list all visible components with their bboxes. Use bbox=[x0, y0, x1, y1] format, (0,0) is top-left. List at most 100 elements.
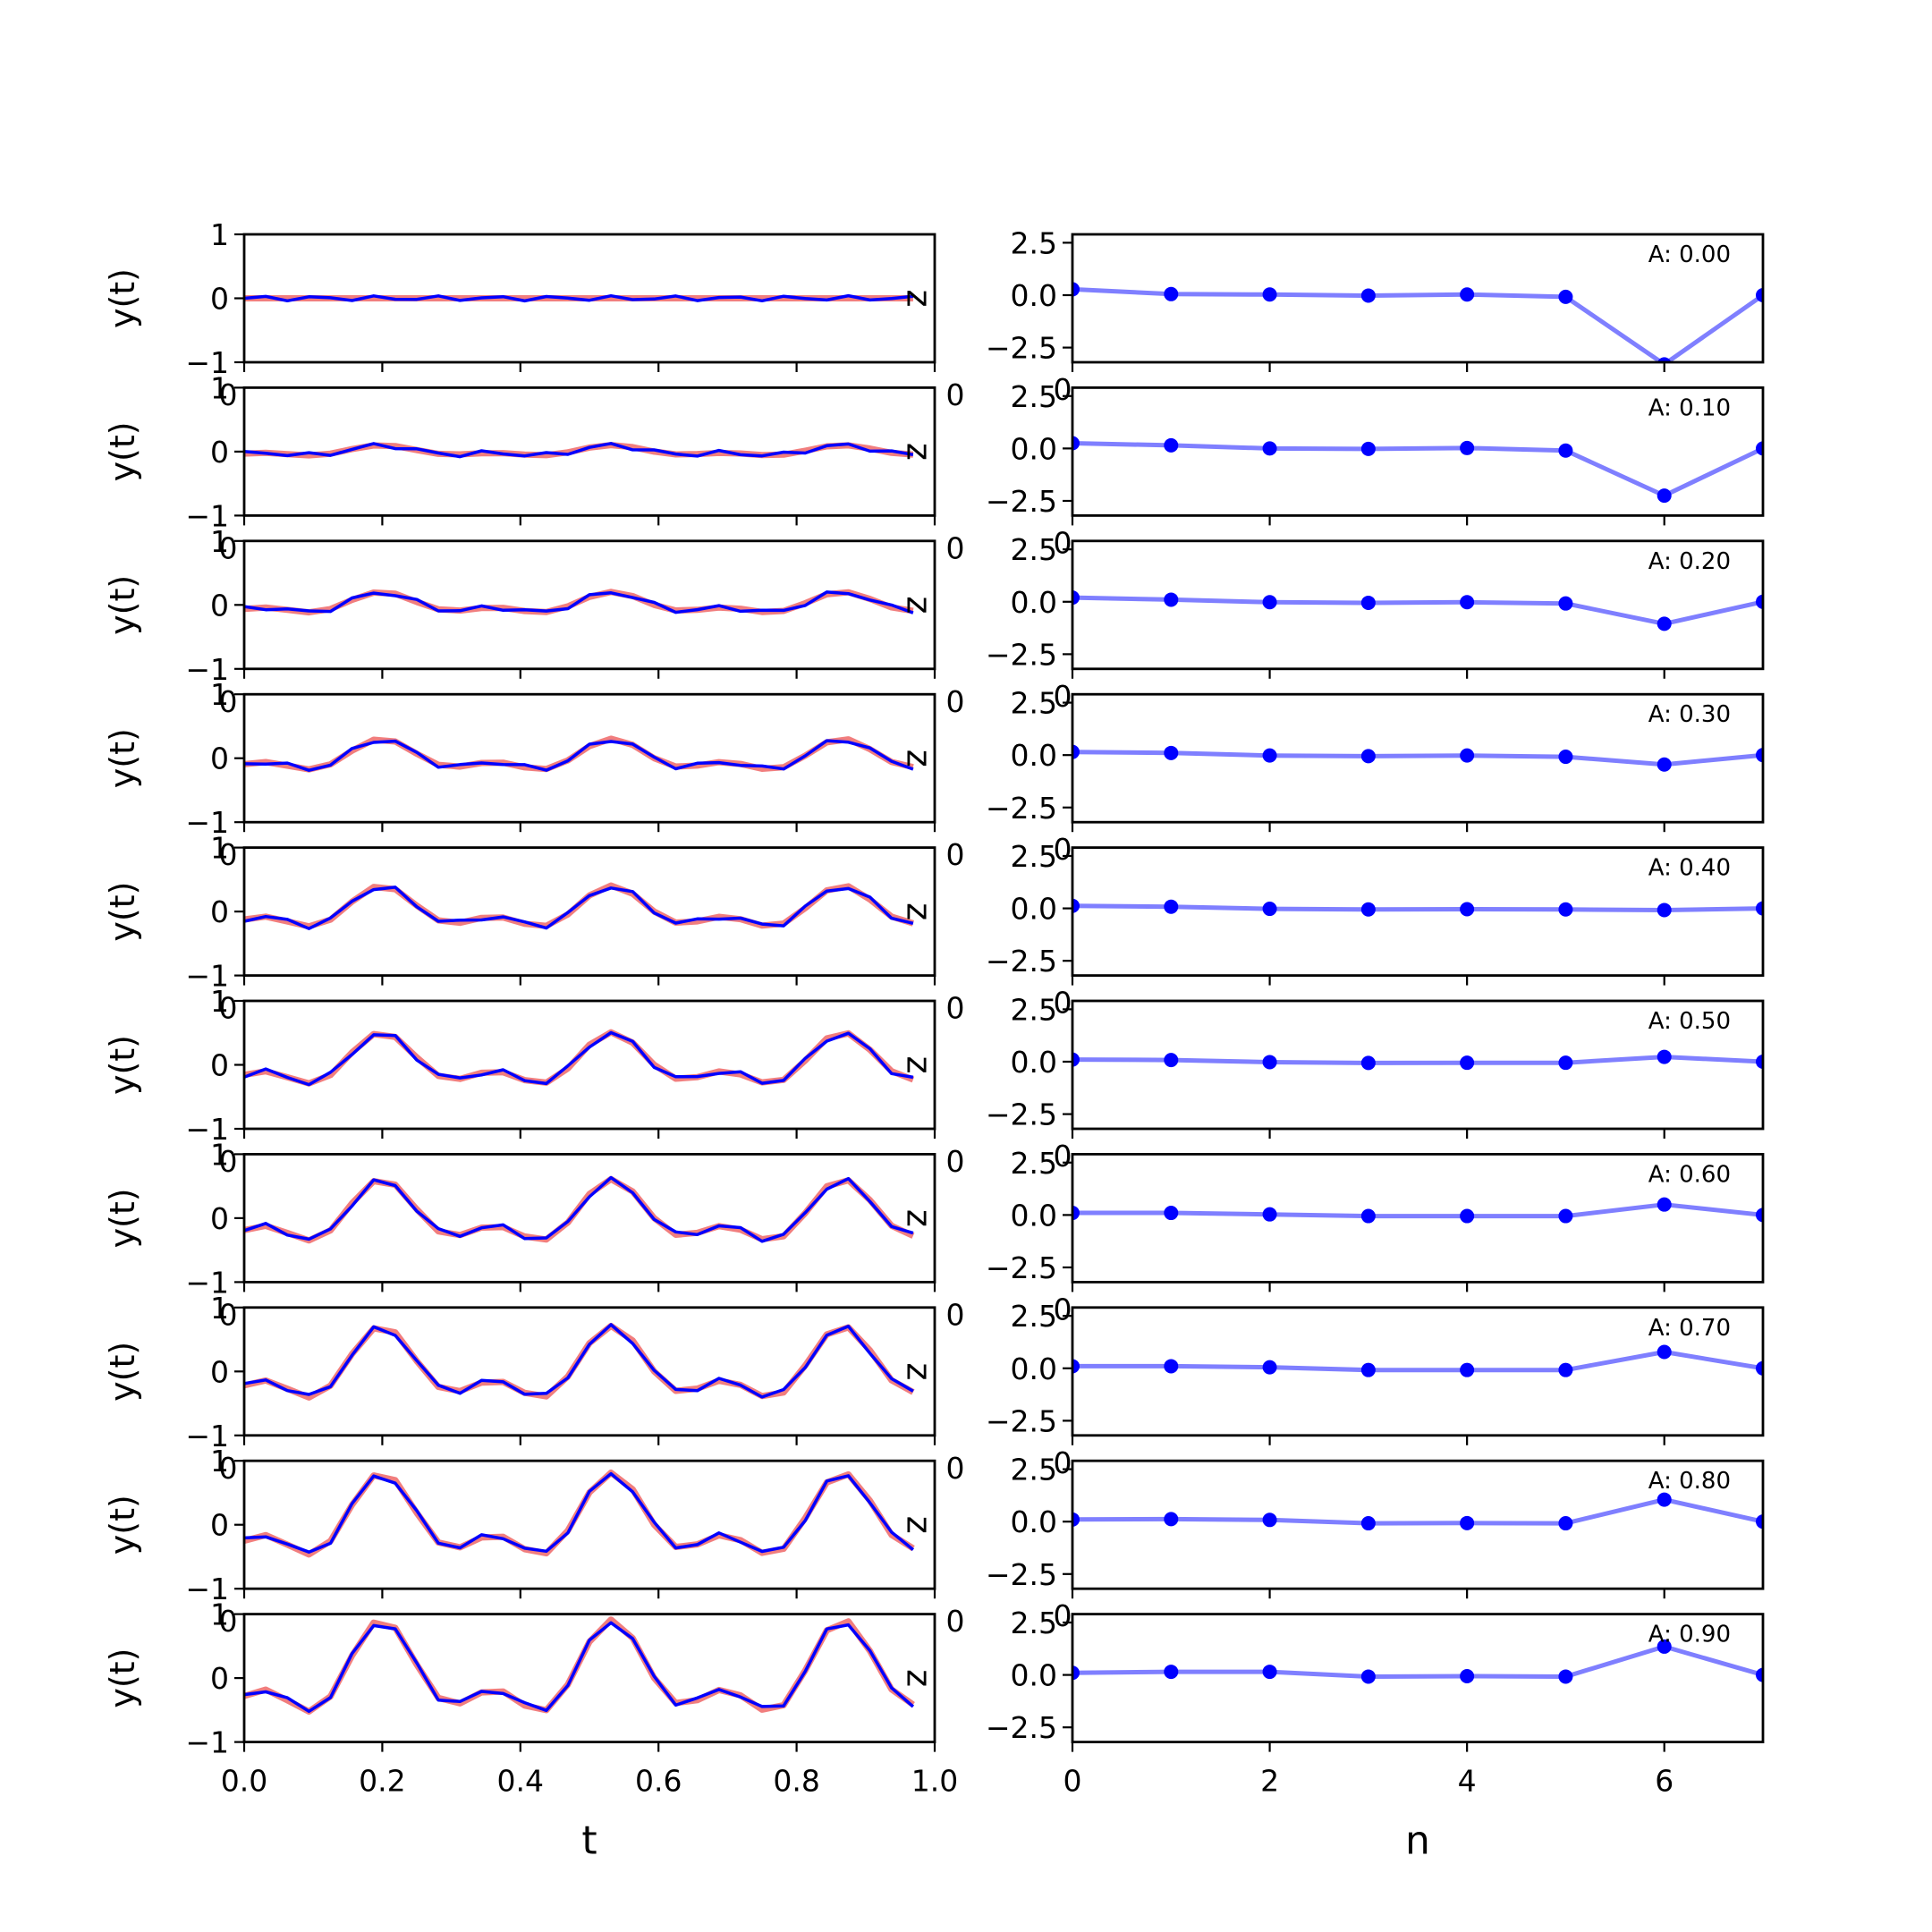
y-tick-label: 0.0 bbox=[1011, 1198, 1057, 1233]
coefficient-point bbox=[1262, 441, 1277, 456]
coefficient-point bbox=[1164, 1053, 1179, 1068]
coefficient-point bbox=[1756, 1360, 1763, 1376]
coefficient-line bbox=[1072, 1497, 1763, 1526]
coefficient-point bbox=[1164, 899, 1179, 914]
coefficient-point bbox=[1756, 1514, 1763, 1530]
coefficient-point bbox=[1360, 1516, 1376, 1531]
signal-curve bbox=[243, 1175, 914, 1243]
coefficient-point bbox=[1558, 1208, 1573, 1224]
y-tick-label: 0.0 bbox=[1011, 738, 1057, 773]
coefficient-panel-1: 2.5 0.0 −2.5 0 A: 0.10 bbox=[986, 379, 1765, 561]
subplot-row-7: 10−1y(t)0 0z2.50.0−2.50A: 0.70 bbox=[103, 1291, 1765, 1486]
coefficient-point bbox=[1072, 436, 1080, 451]
y-tick-label: −2.5 bbox=[986, 331, 1057, 366]
time-panel-1: 10−1y(t)0 0z bbox=[103, 370, 965, 565]
subplot-row-2: 10−1y(t)0 0z2.50.0−2.50A: 0.20 bbox=[103, 524, 1765, 719]
coefficient-panel-0: 2.5 0.0 −2.5 0 A: 0.00 bbox=[986, 225, 1765, 407]
coefficient-panel-frame bbox=[1071, 1459, 1765, 1590]
y-tick-label: −2.5 bbox=[986, 1403, 1057, 1438]
coefficient-point bbox=[1164, 286, 1179, 301]
y-tick-label: 1 bbox=[210, 831, 229, 866]
coefficient-point bbox=[1756, 287, 1763, 302]
coefficient-point bbox=[1460, 1515, 1475, 1530]
edge-marker: z bbox=[900, 1209, 939, 1227]
stray-tick-label: 0 bbox=[1054, 525, 1072, 560]
y-tick-label: −1 bbox=[185, 345, 229, 380]
coefficient-series bbox=[1072, 1197, 1763, 1224]
time-panel-6: 10−1y(t)0 0z bbox=[103, 1137, 965, 1332]
y-tick-label: −2.5 bbox=[986, 484, 1057, 519]
y-axis-label: y(t) bbox=[103, 1342, 142, 1402]
coefficient-point bbox=[1262, 1513, 1277, 1528]
y-tick-label: 1 bbox=[210, 1444, 229, 1479]
coefficient-point bbox=[1657, 357, 1672, 362]
y-tick-label: 0.0 bbox=[1011, 1504, 1057, 1539]
x-tick-label: 0.8 bbox=[773, 1764, 819, 1799]
y-tick-label: −2.5 bbox=[986, 1557, 1057, 1592]
time-panel-7: 10−1y(t)0 0z bbox=[103, 1291, 965, 1486]
coefficient-series bbox=[1072, 1049, 1763, 1071]
y-tick-label: 0.0 bbox=[1011, 1352, 1057, 1386]
coefficient-panel-6: 2.5 0.0 −2.5 0 A: 0.60 bbox=[986, 1146, 1765, 1327]
coefficient-point bbox=[1558, 1669, 1573, 1684]
coefficient-point bbox=[1657, 1049, 1672, 1064]
coefficient-panel-8: 2.5 0.0 −2.5 0 A: 0.80 bbox=[986, 1453, 1765, 1634]
coefficient-point bbox=[1360, 595, 1376, 610]
y-tick-label: 1 bbox=[210, 984, 229, 1019]
stray-tick-label: 0 bbox=[946, 837, 965, 872]
y-axis-label: y(t) bbox=[103, 1495, 142, 1555]
y-tick-label: −1 bbox=[185, 652, 229, 687]
coefficient-panel-frame bbox=[1071, 1153, 1765, 1284]
coefficient-point bbox=[1072, 1359, 1080, 1374]
y-tick-label: 0.0 bbox=[1011, 1045, 1057, 1080]
y-tick-label: 2.5 bbox=[1011, 379, 1057, 414]
x-tick-label: 6 bbox=[1655, 1764, 1674, 1799]
y-tick-label: 1 bbox=[210, 677, 229, 712]
stray-tick-label: 0 bbox=[1054, 372, 1072, 407]
x-tick-label: 2 bbox=[1260, 1764, 1279, 1799]
coefficient-panel-7: 2.5 0.0 −2.5 0 A: 0.70 bbox=[986, 1299, 1765, 1480]
y-tick-label: 2.5 bbox=[1011, 1606, 1057, 1640]
amplitude-annotation: A: 0.10 bbox=[1648, 394, 1731, 421]
x-axis-label-t: t bbox=[581, 1818, 597, 1864]
x-tick-label: 1.0 bbox=[911, 1764, 958, 1799]
coefficient-point bbox=[1460, 1055, 1475, 1071]
y-tick-label: 0.0 bbox=[1011, 278, 1057, 313]
coefficient-point bbox=[1657, 488, 1672, 504]
stray-tick-label: 0 bbox=[946, 530, 965, 565]
edge-marker: z bbox=[900, 1362, 939, 1380]
stray-tick-label: 0 bbox=[946, 377, 965, 412]
coefficient-point bbox=[1756, 1208, 1763, 1223]
edge-marker: z bbox=[900, 750, 939, 767]
coefficient-point bbox=[1657, 616, 1672, 631]
subplot-row-8: 10−1y(t)0 0z2.50.0−2.50A: 0.80 bbox=[103, 1444, 1765, 1639]
coefficient-point bbox=[1756, 594, 1763, 609]
coefficient-point bbox=[1360, 288, 1376, 303]
coefficient-point bbox=[1164, 592, 1179, 607]
y-tick-label: 0.0 bbox=[1011, 892, 1057, 927]
subplot-row-6: 10−1y(t)0 0z2.50.0−2.50A: 0.60 bbox=[103, 1137, 1765, 1332]
coefficient-point bbox=[1072, 1052, 1080, 1067]
x-tick-label: 0.4 bbox=[497, 1764, 544, 1799]
subplot-row-0: 10−1y(t)0 0z2.50.0−2.50A: 0.00 bbox=[103, 217, 1765, 412]
coefficient-point bbox=[1072, 744, 1080, 759]
amplitude-annotation: A: 0.90 bbox=[1648, 1622, 1731, 1648]
coefficient-point bbox=[1262, 902, 1277, 917]
y-tick-label: −1 bbox=[185, 1419, 229, 1453]
stray-tick-label: 0 bbox=[219, 1604, 238, 1639]
y-tick-label: −1 bbox=[185, 1265, 229, 1300]
stray-tick-label: 0 bbox=[1054, 986, 1072, 1021]
coefficient-point bbox=[1072, 1665, 1080, 1681]
y-tick-label: −2.5 bbox=[986, 1250, 1057, 1285]
y-tick-label: 0.0 bbox=[1011, 1658, 1057, 1693]
coefficient-point bbox=[1756, 441, 1763, 456]
coefficient-point bbox=[1756, 901, 1763, 916]
y-tick-label: −1 bbox=[185, 1725, 229, 1760]
amplitude-annotation: A: 0.00 bbox=[1648, 242, 1731, 268]
y-tick-label: 0.0 bbox=[1011, 431, 1057, 466]
coefficient-point bbox=[1360, 1055, 1376, 1071]
subplot-row-9: 10−1y(t)0.0 0.2 0.4 0.6 0.8 1.0z2.50.0−2.50 2 4… bbox=[103, 1597, 1765, 1799]
stray-tick-label: 0 bbox=[1054, 832, 1072, 867]
stray-tick-label: 0 bbox=[219, 837, 238, 872]
